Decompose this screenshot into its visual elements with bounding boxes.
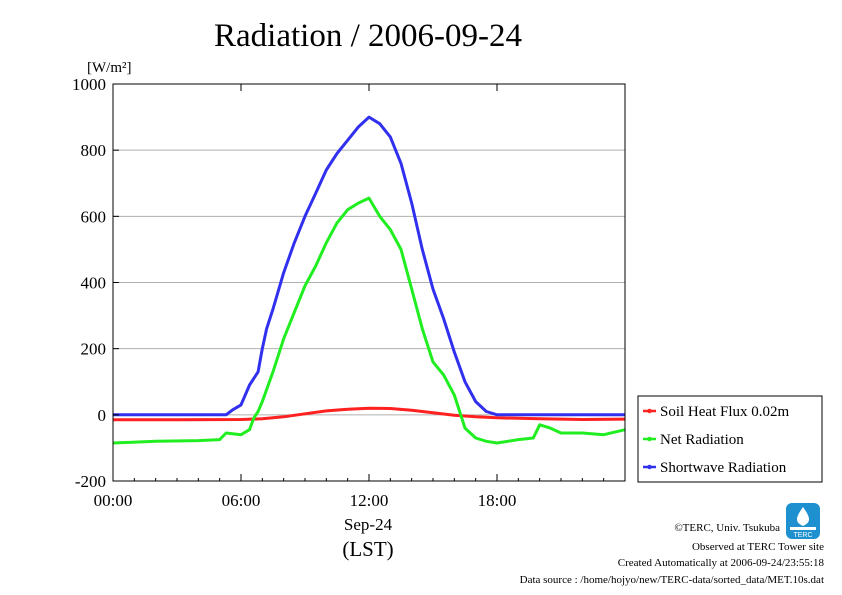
x-tick-label: 00:00 (94, 491, 133, 510)
credit-created: Created Automatically at 2006-09-24/23:5… (618, 557, 825, 569)
x-axis-date: Sep-24 (344, 515, 393, 534)
legend-marker (647, 464, 652, 470)
y-tick-label: 1000 (72, 75, 106, 94)
y-tick-label: 0 (98, 406, 107, 425)
y-tick-label: 600 (81, 207, 107, 226)
series-line (113, 406, 626, 422)
grid (113, 83, 625, 482)
legend-label: Soil Heat Flux 0.02m (660, 404, 790, 420)
credit-source: Data source : /home/hojyo/new/TERC-data/… (520, 574, 824, 586)
chart-title: Radiation / 2006-09-24 (214, 18, 522, 54)
series-line (113, 115, 625, 417)
series-group (112, 115, 626, 445)
credits: ©TERC, Univ. Tsukuba Observed at TERC To… (520, 522, 825, 586)
legend: Soil Heat Flux 0.02m Net Radiation Shortwa… (637, 395, 823, 483)
y-tick-label: 200 (81, 340, 107, 359)
terc-logo: TERC (786, 503, 820, 539)
x-axis-timezone: (LST) (342, 537, 393, 561)
y-tick-label: 800 (81, 141, 107, 160)
y-axis: 1000 800 600 400 200 0 -200 (72, 75, 119, 491)
legend-items: Soil Heat Flux 0.02m Net Radiation Shortwa… (643, 404, 790, 476)
legend-marker (647, 436, 652, 442)
legend-marker (647, 408, 652, 414)
legend-label: Shortwave Radiation (660, 460, 787, 476)
credit-site: Observed at TERC Tower site (692, 541, 824, 553)
legend-box (637, 395, 823, 483)
x-axis: 00:00 06:00 12:00 18:00 (94, 84, 605, 510)
x-tick-label: 06:00 (222, 491, 261, 510)
y-axis-unit: [W/m²] (87, 60, 131, 76)
y-tick-label: -200 (75, 472, 106, 491)
logo-text: TERC (793, 532, 812, 539)
y-tick-label: 400 (81, 274, 107, 293)
legend-label: Net Radiation (660, 432, 744, 448)
series-line (112, 196, 626, 445)
credit-copyright: ©TERC, Univ. Tsukuba (674, 522, 780, 534)
x-tick-label: 12:00 (350, 491, 389, 510)
x-tick-label: 18:00 (478, 491, 517, 510)
